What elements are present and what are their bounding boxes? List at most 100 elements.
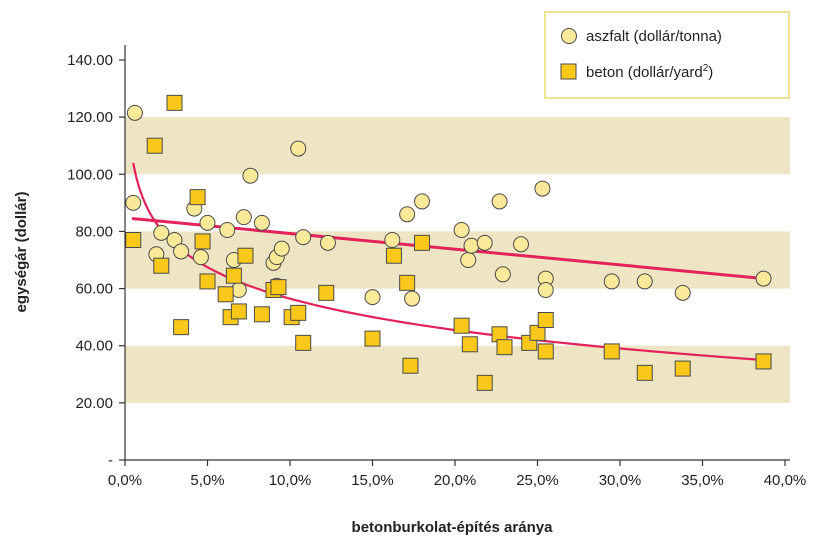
point-asphalt bbox=[153, 224, 170, 241]
point-asphalt bbox=[192, 249, 209, 266]
x-tick-label: 0,0% bbox=[108, 472, 142, 489]
point-concrete bbox=[537, 343, 554, 360]
point-asphalt bbox=[384, 232, 401, 248]
legend-label-concrete: beton (dollár/yard2) bbox=[586, 63, 713, 81]
y-axis-title: egységár (dollár) bbox=[13, 192, 30, 313]
point-concrete bbox=[290, 304, 307, 321]
point-concrete bbox=[153, 257, 170, 274]
x-tick-label: 30,0% bbox=[599, 472, 642, 489]
band-1 bbox=[125, 231, 790, 289]
point-asphalt bbox=[290, 140, 307, 157]
legend-label-asphalt: aszfalt (dollár/tonna) bbox=[586, 28, 722, 45]
axes bbox=[124, 45, 790, 461]
y-tick-label: 100.00 bbox=[67, 166, 113, 183]
point-concrete bbox=[399, 274, 416, 291]
point-asphalt bbox=[755, 270, 772, 287]
point-concrete bbox=[364, 330, 381, 347]
y-tick-label: 20.00 bbox=[75, 395, 113, 412]
point-concrete bbox=[529, 324, 546, 341]
point-asphalt bbox=[476, 234, 493, 251]
point-concrete bbox=[166, 94, 183, 111]
point-asphalt bbox=[414, 193, 430, 210]
point-concrete bbox=[189, 189, 206, 206]
x-tick-label: 40,0% bbox=[764, 472, 807, 489]
y-axis-ticks: - 20.00 40.00 60.00 80.00 100.00 120.00 140.00 bbox=[67, 52, 125, 469]
point-asphalt bbox=[460, 252, 477, 268]
legend: aszfalt (dollár/tonna) beton (dollár/yar… bbox=[544, 11, 790, 99]
point-concrete bbox=[225, 267, 242, 284]
band-2 bbox=[125, 117, 790, 175]
x-tick-label: 5,0% bbox=[190, 472, 224, 489]
point-concrete bbox=[414, 234, 430, 251]
point-concrete bbox=[125, 232, 142, 248]
point-asphalt bbox=[491, 193, 508, 210]
point-asphalt bbox=[674, 284, 691, 301]
point-concrete bbox=[237, 247, 254, 264]
point-concrete bbox=[385, 247, 402, 264]
x-tick-label: 10,0% bbox=[269, 472, 312, 489]
x-tick-label: 25,0% bbox=[516, 472, 559, 489]
legend-label-concrete-main: beton (dollár/yard bbox=[586, 64, 703, 81]
point-asphalt bbox=[219, 222, 236, 238]
point-asphalt bbox=[253, 214, 270, 231]
point-asphalt bbox=[173, 243, 190, 260]
point-asphalt bbox=[463, 237, 480, 254]
point-concrete bbox=[173, 319, 190, 336]
point-concrete bbox=[496, 339, 513, 356]
point-asphalt bbox=[534, 180, 551, 197]
point-concrete bbox=[461, 336, 478, 353]
trend-line-concrete bbox=[132, 162, 764, 362]
x-tick-label: 35,0% bbox=[681, 472, 724, 489]
point-concrete bbox=[318, 284, 335, 301]
point-concrete bbox=[674, 360, 691, 377]
point-concrete bbox=[199, 273, 216, 290]
trend-lines bbox=[131, 162, 766, 362]
point-asphalt bbox=[399, 206, 416, 223]
data-points bbox=[125, 94, 772, 391]
point-asphalt bbox=[513, 236, 529, 253]
y-tick-label: 140.00 bbox=[67, 52, 113, 69]
point-asphalt bbox=[364, 289, 381, 306]
point-asphalt bbox=[404, 290, 421, 307]
legend-label-concrete-sup: 2 bbox=[703, 63, 709, 74]
point-asphalt bbox=[242, 167, 259, 184]
y-tick-label: 80.00 bbox=[75, 223, 113, 240]
point-asphalt bbox=[319, 234, 336, 251]
x-tick-label: 20,0% bbox=[434, 472, 477, 489]
point-asphalt bbox=[295, 229, 312, 246]
trend-line-asphalt bbox=[131, 217, 766, 281]
y-tick-label: 120.00 bbox=[67, 109, 113, 126]
y-tick-label: 60.00 bbox=[75, 281, 113, 298]
point-asphalt bbox=[537, 282, 554, 298]
legend-box bbox=[544, 11, 790, 99]
point-concrete bbox=[755, 353, 772, 370]
point-asphalt bbox=[636, 273, 653, 290]
point-concrete bbox=[402, 357, 419, 374]
point-asphalt bbox=[273, 240, 290, 257]
point-asphalt bbox=[453, 222, 470, 238]
y-tick-label: 40.00 bbox=[75, 338, 113, 355]
legend-label-concrete-close: ) bbox=[708, 64, 713, 81]
x-axis-ticks: 0,0% 5,0% 10,0% 15,0% 20,0% 25,0% 30,0% 35,0% 40… bbox=[108, 460, 806, 489]
point-concrete bbox=[636, 364, 653, 381]
y-tick-label: - bbox=[108, 452, 113, 469]
x-axis-title: betonburkolat-építés aránya bbox=[352, 519, 554, 536]
point-asphalt bbox=[126, 104, 143, 121]
background-bands bbox=[125, 117, 790, 403]
legend-marker-concrete bbox=[560, 63, 577, 80]
point-asphalt bbox=[125, 194, 142, 211]
point-concrete bbox=[230, 303, 247, 320]
point-asphalt bbox=[603, 273, 620, 290]
point-concrete bbox=[603, 343, 620, 360]
point-concrete bbox=[146, 137, 163, 154]
point-concrete bbox=[194, 233, 211, 250]
legend-marker-asphalt bbox=[561, 28, 577, 44]
point-concrete bbox=[217, 286, 234, 303]
point-concrete bbox=[295, 334, 312, 351]
point-asphalt bbox=[199, 214, 216, 231]
point-concrete bbox=[476, 374, 493, 391]
point-concrete bbox=[270, 279, 287, 296]
x-tick-label: 15,0% bbox=[351, 472, 394, 489]
point-concrete bbox=[537, 312, 554, 328]
